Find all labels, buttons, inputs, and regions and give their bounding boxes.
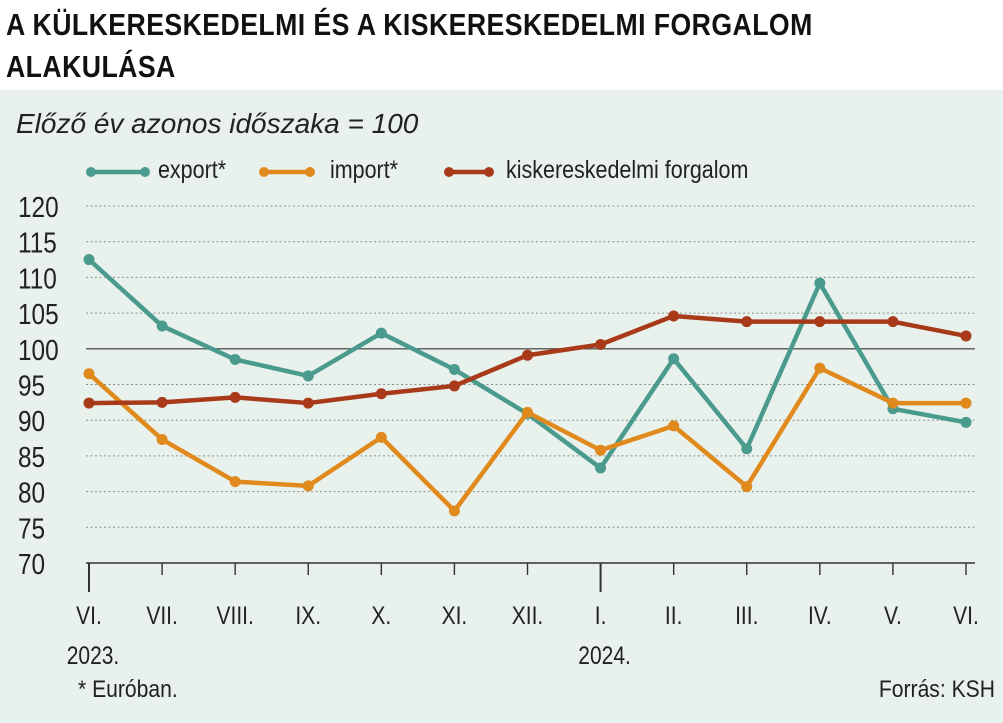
data-point — [595, 462, 607, 474]
data-point — [595, 444, 607, 456]
data-point — [814, 277, 826, 289]
footnote: * Euróban. — [78, 676, 178, 703]
data-point — [83, 254, 95, 266]
y-tick-label: 110 — [18, 262, 57, 294]
data-point — [375, 431, 387, 443]
legend-marker — [140, 167, 150, 177]
y-tick-label: 90 — [18, 405, 45, 437]
legend-marker — [444, 167, 454, 177]
x-tick-label: I. — [595, 601, 607, 629]
x-tick-label: IV. — [808, 601, 832, 629]
data-point — [814, 316, 826, 328]
y-tick-label: 105 — [18, 298, 59, 330]
x-tick-label: XII. — [512, 601, 544, 629]
data-point — [375, 327, 387, 339]
data-point — [741, 481, 753, 493]
data-point — [668, 310, 680, 322]
legend-label: kiskereskedelmi forgalom — [506, 155, 748, 183]
x-tick-label: VIII. — [216, 601, 253, 629]
data-point — [156, 433, 168, 445]
data-point — [229, 476, 241, 488]
data-point — [960, 416, 972, 428]
x-tick-label: VII. — [146, 601, 178, 629]
data-point — [302, 370, 314, 382]
legend-label: export* — [158, 155, 226, 183]
data-point — [960, 330, 972, 342]
data-point — [522, 349, 533, 361]
data-point — [595, 339, 607, 351]
data-point — [960, 397, 972, 409]
data-point — [302, 397, 314, 409]
chart-panel — [0, 90, 1003, 723]
data-point — [887, 397, 899, 409]
data-point — [83, 397, 95, 409]
chart-title: A KÜLKERESKEDELMI ÉS A KISKERESKEDELMI F… — [6, 7, 813, 84]
series-line — [86, 257, 969, 471]
y-tick-label: 100 — [18, 334, 59, 366]
y-tick-label: 120 — [18, 191, 59, 223]
y-tick-label: 95 — [18, 370, 45, 402]
source-note: Forrás: KSH — [879, 676, 995, 703]
data-point — [156, 396, 168, 408]
x-tick-label: X. — [371, 601, 391, 629]
data-point — [229, 391, 241, 403]
data-point — [302, 480, 314, 492]
legend-marker — [484, 167, 494, 177]
x-tick-label: IX. — [295, 601, 321, 629]
data-point — [448, 364, 460, 376]
data-point — [156, 320, 168, 332]
chart-subtitle: Előző év azonos időszaka = 100 — [16, 108, 419, 139]
legend-marker — [259, 167, 269, 177]
x-tick-label: III. — [735, 601, 758, 629]
data-point — [668, 420, 680, 432]
data-point — [83, 368, 95, 380]
x-tick-label: V. — [884, 601, 902, 629]
x-tick-label: XI. — [442, 601, 468, 629]
y-tick-label: 80 — [18, 477, 45, 509]
legend-label: import* — [330, 155, 398, 183]
data-point — [375, 388, 387, 400]
x-tick-label: II. — [665, 601, 683, 629]
data-point — [448, 380, 460, 392]
legend-marker — [86, 167, 96, 177]
x-tick-label: VI. — [953, 601, 979, 629]
data-point — [741, 316, 753, 328]
year-label: 2023. — [67, 641, 120, 669]
y-tick-label: 85 — [18, 441, 45, 473]
y-tick-label: 115 — [18, 227, 57, 259]
legend-marker — [305, 167, 315, 177]
data-point — [814, 362, 826, 374]
data-point — [522, 406, 533, 418]
data-point — [229, 354, 241, 366]
y-tick-label: 70 — [18, 548, 45, 580]
series-line — [86, 365, 969, 514]
year-label: 2024. — [578, 641, 631, 669]
data-point — [887, 316, 899, 328]
y-tick-label: 75 — [18, 512, 45, 544]
data-point — [448, 505, 460, 517]
data-point — [668, 353, 680, 365]
data-point — [741, 443, 753, 455]
x-tick-label: VI. — [76, 601, 102, 629]
